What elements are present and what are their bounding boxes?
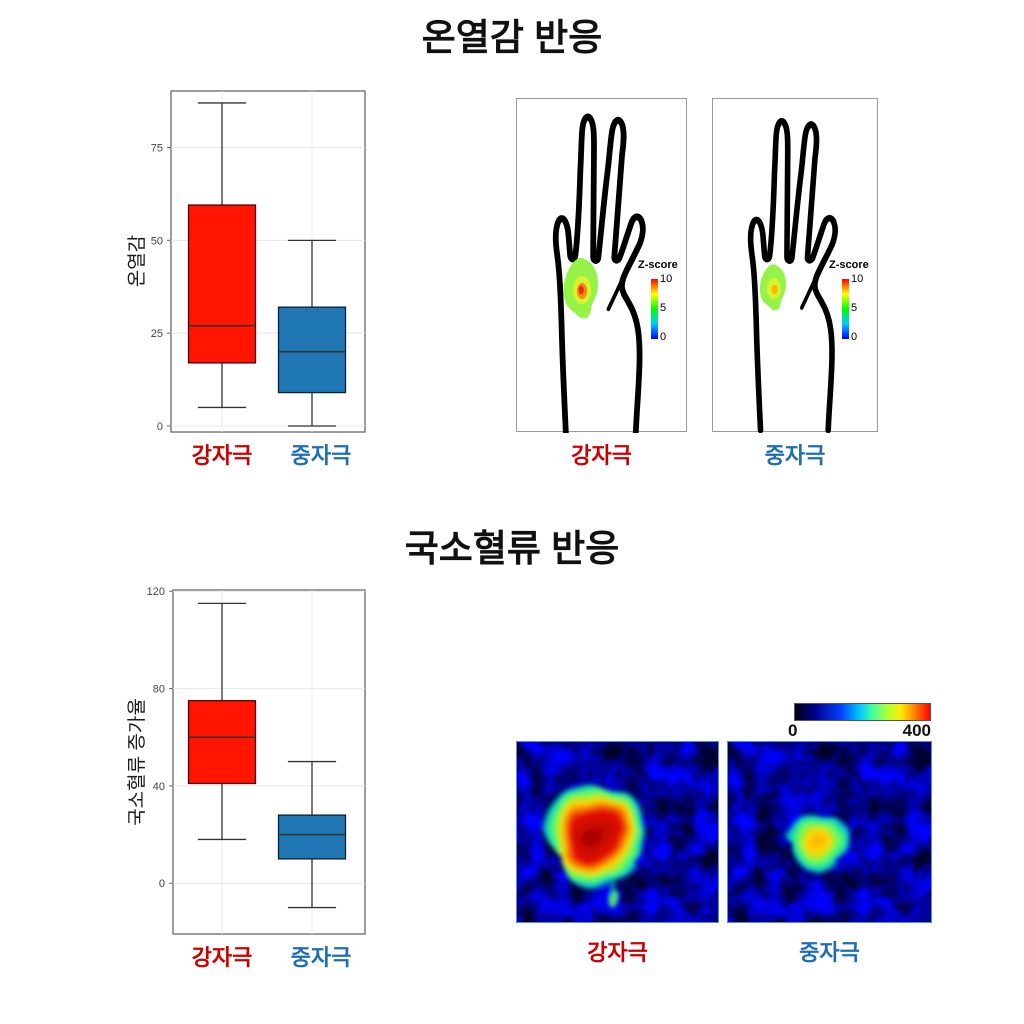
svg-text:25: 25 (151, 328, 163, 340)
svg-text:120: 120 (147, 586, 165, 598)
svg-text:75: 75 (151, 143, 163, 155)
svg-text:40: 40 (153, 781, 165, 793)
svg-text:80: 80 (153, 684, 165, 696)
svg-text:0: 0 (157, 421, 163, 433)
svg-text:50: 50 (151, 235, 163, 247)
svg-text:0: 0 (159, 878, 165, 890)
